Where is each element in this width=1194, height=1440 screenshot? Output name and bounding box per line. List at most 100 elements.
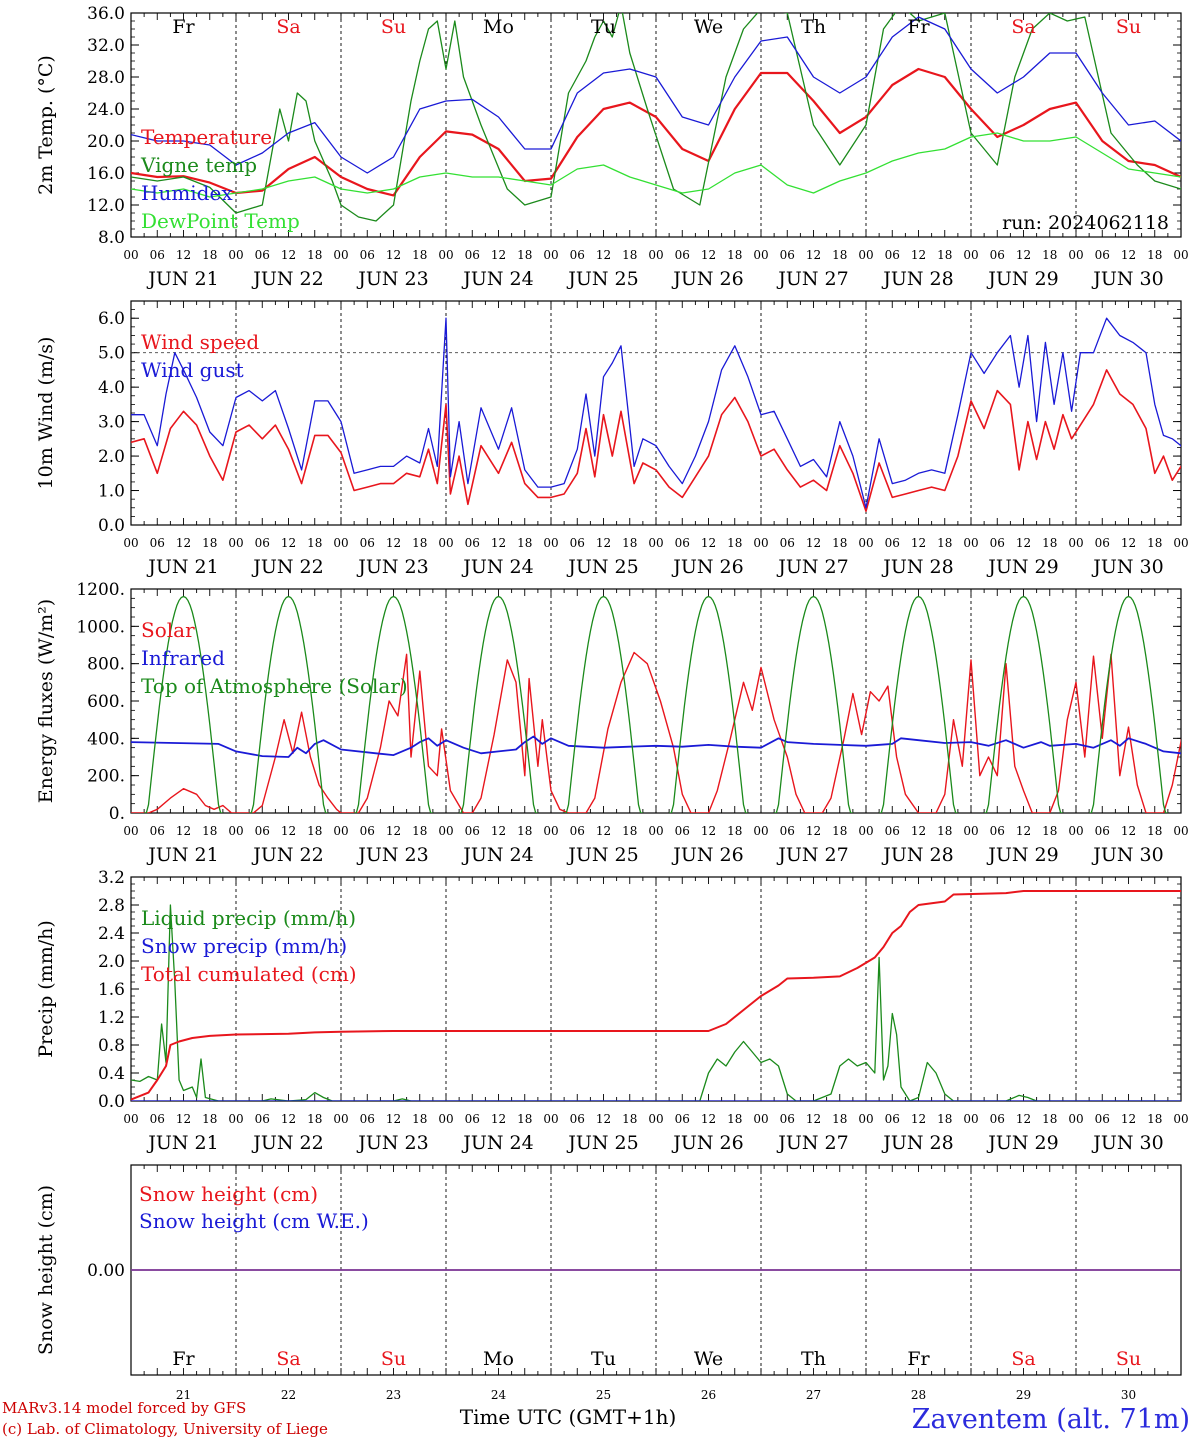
- hour-tick-label: 12: [701, 248, 716, 262]
- hour-tick-label: 12: [281, 824, 296, 838]
- hour-tick-label: 18: [307, 248, 322, 262]
- hour-tick-label: 00: [963, 1112, 978, 1126]
- date-label: JUN 25: [566, 556, 638, 578]
- hour-tick-label: 00: [648, 1112, 663, 1126]
- panel-5: 0.00 Snow height (cm) Snow height (cm) Snow…: [35, 1164, 1182, 1402]
- credit-line-1: MARv3.14 model forced by GFS: [2, 1399, 246, 1417]
- hour-tick-label: 00: [228, 248, 243, 262]
- hour-tick-label: 18: [1042, 248, 1057, 262]
- y-tick-label: 6.0: [98, 309, 125, 329]
- legend-item: Infrared: [141, 646, 225, 670]
- hour-tick-label: 18: [1147, 536, 1162, 550]
- hour-tick-label: 06: [570, 824, 585, 838]
- date-label: JUN 24: [461, 556, 533, 578]
- date-label: JUN 22: [251, 1132, 323, 1154]
- day-label: Su: [1116, 16, 1141, 38]
- date-label: JUN 21: [146, 556, 218, 578]
- date-label: JUN 27: [776, 844, 848, 866]
- hour-tick-label: 00: [228, 1112, 243, 1126]
- hour-tick-label: 00: [753, 1112, 768, 1126]
- y-tick-label: 0.0: [98, 516, 125, 536]
- hour-tick-label: 18: [937, 536, 952, 550]
- hour-tick-label: 00: [753, 824, 768, 838]
- date-label: JUN 29: [986, 1132, 1058, 1154]
- date-label: JUN 23: [356, 268, 428, 290]
- hour-tick-label: 12: [491, 536, 506, 550]
- hour-tick-label: 00: [438, 824, 453, 838]
- series-wind-speed: [131, 369, 1181, 513]
- y-axis-label: 2m Temp. (°C): [35, 55, 57, 195]
- hour-tick-label: 06: [255, 824, 270, 838]
- hour-tick-label: 12: [911, 248, 926, 262]
- date-label: JUN 30: [1091, 844, 1163, 866]
- legend-item: Top of Atmosphere (Solar): [141, 674, 408, 698]
- y-tick-label: 0.8: [98, 1036, 125, 1056]
- hour-tick-label: 06: [465, 824, 480, 838]
- hour-tick-label: 00: [858, 248, 873, 262]
- date-label: JUN 21: [146, 1132, 218, 1154]
- station-label: Zaventem (alt. 71m): [912, 1404, 1190, 1435]
- legend-item: Snow height (cm W.E.): [139, 1209, 369, 1233]
- date-label: JUN 24: [461, 268, 533, 290]
- day-label: Su: [381, 1348, 406, 1370]
- date-label: JUN 23: [356, 844, 428, 866]
- series-toa-day-3: [354, 595, 433, 813]
- plot-frame: [130, 588, 1182, 814]
- hour-tick-label: 06: [360, 536, 375, 550]
- y-tick-label: 1.0: [98, 482, 125, 502]
- series-humidex: [131, 16, 1181, 174]
- hour-tick-label: 12: [176, 248, 191, 262]
- hour-tick-label: 00: [543, 248, 558, 262]
- hour-tick-label: 00: [1173, 1112, 1188, 1126]
- day-label: Su: [381, 16, 406, 38]
- date-label: JUN 22: [251, 268, 323, 290]
- hour-tick-label: 18: [727, 824, 742, 838]
- hour-tick-label: 00: [438, 1112, 453, 1126]
- hour-tick-label: 12: [1016, 248, 1031, 262]
- hour-tick-label: 18: [412, 824, 427, 838]
- date-label: JUN 22: [251, 556, 323, 578]
- hour-tick-label: 12: [1121, 248, 1136, 262]
- day-number: 28: [911, 1388, 926, 1402]
- y-tick-label: 2.0: [98, 447, 125, 467]
- y-axis-label: Energy fluxes (W/m²): [35, 599, 57, 803]
- hour-tick-label: 18: [1042, 536, 1057, 550]
- hour-tick-label: 06: [150, 248, 165, 262]
- hour-tick-label: 06: [675, 248, 690, 262]
- hour-tick-label: 12: [386, 824, 401, 838]
- hour-tick-label: 12: [1121, 1112, 1136, 1126]
- y-tick-label: 0.: [109, 804, 125, 824]
- day-label: Mo: [483, 1348, 514, 1370]
- hour-tick-label: 00: [753, 536, 768, 550]
- hour-tick-label: 06: [990, 248, 1005, 262]
- date-label: JUN 24: [461, 1132, 533, 1154]
- y-tick-label: 800.: [87, 655, 125, 675]
- hour-tick-label: 12: [281, 1112, 296, 1126]
- legend-item: Temperature: [141, 125, 272, 149]
- date-label: JUN 27: [776, 1132, 848, 1154]
- hour-tick-label: 12: [806, 536, 821, 550]
- hour-tick-label: 06: [255, 248, 270, 262]
- panel-3: 0. 200. 400. 600. 800. 1000. 1200. Energy fluxe…: [35, 580, 1189, 866]
- hour-tick-label: 00: [1173, 248, 1188, 262]
- hour-tick-label: 00: [648, 248, 663, 262]
- plot-frame: [130, 300, 1182, 526]
- legend-item: Liquid precip (mm/h): [141, 906, 356, 930]
- hour-tick-label: 06: [465, 536, 480, 550]
- hour-tick-label: 18: [1042, 1112, 1057, 1126]
- series-toa-day-10: [1089, 595, 1168, 813]
- hour-tick-label: 00: [1068, 824, 1083, 838]
- hour-tick-label: 12: [1016, 536, 1031, 550]
- hour-tick-label: 00: [123, 536, 138, 550]
- y-tick-label: 1000.: [76, 617, 125, 637]
- series-dewpoint-temp: [131, 132, 1181, 198]
- y-tick-label: 1200.: [76, 580, 125, 600]
- y-tick-label: 32.0: [87, 36, 125, 56]
- y-tick-label: 600.: [87, 692, 125, 712]
- hour-tick-label: 12: [176, 824, 191, 838]
- series-vigne-temp: [131, 13, 1181, 222]
- hour-tick-label: 18: [517, 248, 532, 262]
- y-axis-label: 10m Wind (m/s): [35, 337, 57, 490]
- day-number: 29: [1016, 1388, 1031, 1402]
- date-label: JUN 30: [1091, 1132, 1163, 1154]
